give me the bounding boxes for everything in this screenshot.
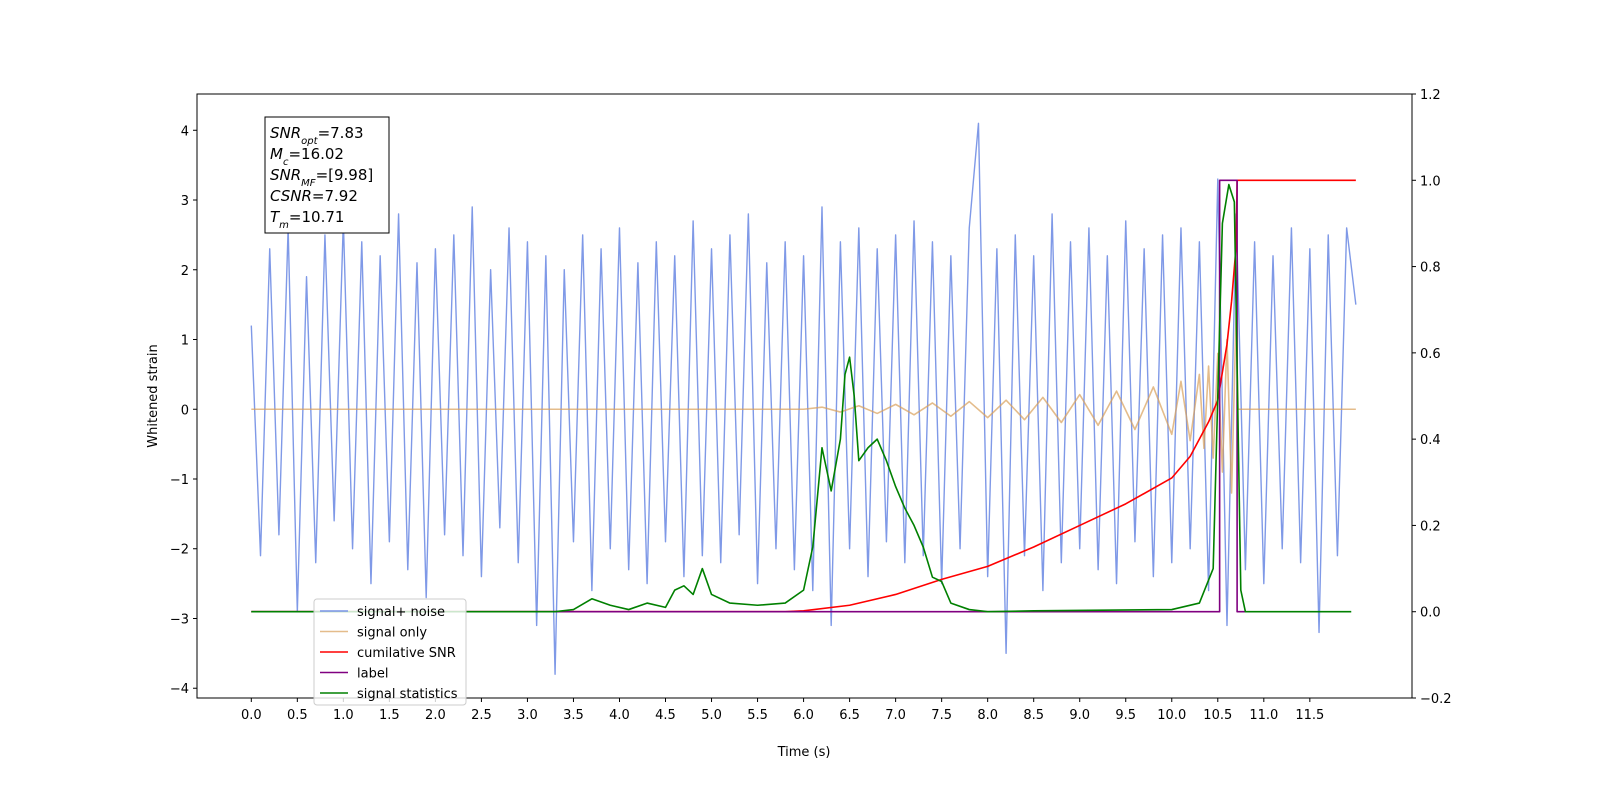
y-tick-label: 4 [181, 124, 189, 139]
x-tick-label: 3.5 [563, 708, 584, 723]
y2-tick-label: 0.6 [1420, 347, 1441, 362]
x-tick-label: 0.5 [287, 708, 308, 723]
annotation-subscript: MF [301, 178, 316, 189]
annotation-line: Tm=10.71 [270, 208, 344, 231]
x-tick-label: 11.5 [1295, 708, 1324, 723]
series-line [251, 179, 1246, 613]
x-tick-label: 6.0 [793, 708, 814, 723]
y2-tick-label: 0.8 [1420, 261, 1441, 276]
annotation-subscript: opt [301, 136, 318, 147]
annotation-line: Mc=16.02 [270, 145, 344, 168]
y-tick-label: 1 [181, 334, 189, 349]
y2-tick-label: 1.0 [1420, 174, 1441, 189]
annotation-line: SNRopt=7.83 [270, 124, 364, 147]
x-tick-label: 8.0 [977, 708, 998, 723]
annotation-value: =16.02 [288, 145, 344, 163]
x-tick-label: 0.0 [241, 708, 262, 723]
annotation-line: CSNR=7.92 [270, 187, 358, 205]
annotation-symbol: CSNR [270, 187, 312, 205]
legend-label: signal+ noise [357, 605, 445, 620]
y2-tick-label: 0.4 [1420, 433, 1441, 448]
series-line [251, 179, 1356, 613]
y2-tick-label: 1.2 [1420, 88, 1441, 103]
y-axis-label: Whitened strain [146, 344, 161, 447]
y-tick-label: 0 [181, 403, 189, 418]
x-tick-label: 11.0 [1249, 708, 1278, 723]
annotation-symbol: SNR [270, 124, 301, 142]
series-line [251, 183, 1352, 613]
annotation-box [264, 116, 390, 234]
x-tick-label: 5.5 [747, 708, 768, 723]
x-tick-label: 2.0 [425, 708, 446, 723]
legend-label: signal statistics [357, 687, 458, 702]
annotation-value: =7.83 [318, 124, 364, 142]
annotation-symbol: T [270, 208, 281, 226]
y-tick-label: −2 [170, 543, 189, 558]
x-tick-label: 4.0 [609, 708, 630, 723]
x-tick-label: 7.5 [931, 708, 952, 723]
x-tick-label: 5.0 [701, 708, 722, 723]
annotation-value: =7.92 [312, 187, 358, 205]
x-tick-label: 3.0 [517, 708, 538, 723]
annotation-line: SNRMF=[9.98] [270, 166, 373, 189]
annotation-symbol: M [270, 145, 283, 163]
y-tick-label: −4 [170, 682, 189, 697]
annotation-value: =[9.98] [316, 166, 374, 184]
y-tick-label: 2 [181, 264, 189, 279]
x-tick-label: 4.5 [655, 708, 676, 723]
annotation-subscript: m [279, 220, 289, 231]
legend-label: cumilative SNR [357, 646, 456, 661]
y2-tick-label: 0.2 [1420, 519, 1441, 534]
x-axis-label: Time (s) [777, 745, 831, 760]
y-tick-label: 3 [181, 194, 189, 209]
legend-label: signal only [357, 626, 427, 641]
annotation-value: =10.71 [289, 208, 345, 226]
x-tick-label: 1.5 [379, 708, 400, 723]
y-tick-label: −1 [170, 473, 189, 488]
x-tick-label: 10.0 [1157, 708, 1186, 723]
x-tick-label: 10.5 [1203, 708, 1232, 723]
x-tick-label: 7.0 [885, 708, 906, 723]
series-line [250, 122, 1357, 675]
x-tick-label: 9.0 [1069, 708, 1090, 723]
annotation-subscript: c [283, 157, 289, 168]
x-tick-label: 2.5 [471, 708, 492, 723]
x-tick-label: 1.0 [333, 708, 354, 723]
x-tick-label: 6.5 [839, 708, 860, 723]
x-tick-label: 9.5 [1115, 708, 1136, 723]
y2-tick-label: 0.0 [1420, 606, 1441, 621]
x-tick-label: 8.5 [1023, 708, 1044, 723]
annotation-symbol: SNR [270, 166, 301, 184]
y-tick-label: −3 [170, 612, 189, 627]
y2-tick-label: −0.2 [1420, 692, 1452, 707]
legend-box [313, 598, 467, 706]
legend-label: label [357, 667, 388, 682]
plot-frame [196, 93, 1413, 699]
